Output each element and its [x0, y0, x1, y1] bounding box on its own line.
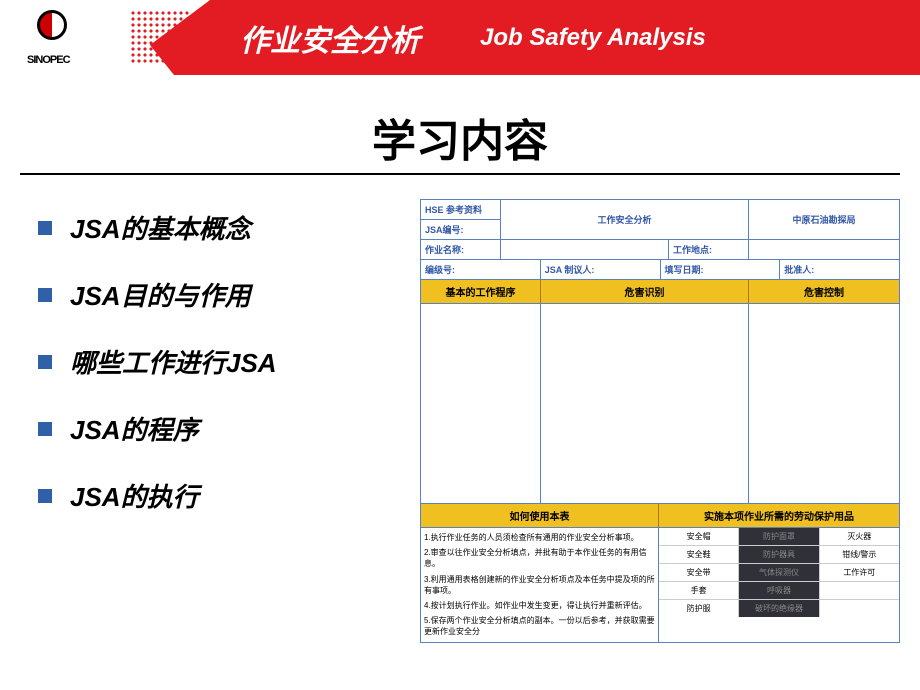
col-hazard-control: 危害控制 — [749, 280, 899, 303]
instruction-item: 1.执行作业任务的人员须检查所有通用的作业安全分析事项。 — [424, 530, 655, 545]
ppe-row: 手套 呼吸器 — [659, 582, 899, 600]
bullet-text: 哪些工作进行JSA — [70, 343, 277, 380]
footer-headers: 如何使用本表 实施本项作业所需的劳动保护用品 — [421, 504, 899, 528]
form-top-left: HSE 参考资料 JSA编号: — [421, 200, 501, 239]
table-headers: 基本的工作程序 危害识别 危害控制 — [421, 280, 899, 304]
location-value — [749, 240, 899, 259]
slide-content: 学习内容 JSA的基本概念 JSA目的与作用 哪些工作进行JSA JSA的程序 — [0, 75, 920, 643]
bullet-square-icon — [38, 422, 52, 436]
ppe-cell: 灭火器 — [820, 528, 899, 545]
body-columns: JSA的基本概念 JSA目的与作用 哪些工作进行JSA JSA的程序 JSA的执… — [20, 199, 900, 643]
ppe-cell: 工作许可 — [820, 564, 899, 581]
ppe-cell: 防护面罩 — [739, 528, 819, 545]
ppe-cell: 钳线/警示 — [820, 546, 899, 563]
list-item: JSA的程序 — [20, 410, 400, 447]
col-procedure: 基本的工作程序 — [421, 280, 541, 303]
instruction-item: 4.按计划执行作业。如作业中发生变更，得让执行并重新评估。 — [424, 598, 655, 613]
bullet-square-icon — [38, 355, 52, 369]
form-header-row: HSE 参考资料 JSA编号: 工作安全分析 中原石油勘探局 — [421, 200, 899, 240]
page-title: 学习内容 — [20, 105, 900, 169]
bullet-square-icon — [38, 221, 52, 235]
banner-title-en: Job Safety Analysis — [480, 24, 706, 52]
bullet-list: JSA的基本概念 JSA目的与作用 哪些工作进行JSA JSA的程序 JSA的执… — [20, 199, 400, 643]
list-item: JSA目的与作用 — [20, 276, 400, 313]
level-no-label: 编级号: — [421, 260, 541, 279]
form-org: 中原石油勘探局 — [749, 200, 899, 239]
bullet-text: JSA的执行 — [70, 477, 199, 514]
bullet-square-icon — [38, 489, 52, 503]
ppe-header: 实施本项作业所需的劳动保护用品 — [659, 504, 899, 527]
instruction-item: 2.审查以往作业安全分析填点，并批有助于本作业任务的有用信息。 — [424, 545, 655, 571]
ppe-row: 防护服 破坏的绝缘器 — [659, 600, 899, 617]
job-name-value — [501, 240, 669, 259]
approver-label: 批准人: — [780, 260, 899, 279]
prepared-by-label: JSA 制议人: — [541, 260, 661, 279]
form-row-jobname: 作业名称: 工作地点: — [421, 240, 899, 260]
title-underline — [20, 173, 900, 175]
ppe-cell: 防护器具 — [739, 546, 819, 563]
logo-mark-icon — [37, 10, 67, 40]
instruction-item: 3.利用通用表格创建新的作业安全分析项点及本任务中提及项的所有事项。 — [424, 572, 655, 598]
jsa-no-label: JSA编号: — [421, 220, 500, 239]
ppe-cell: 防护服 — [659, 600, 739, 617]
ppe-row: 安全帽 防护面罩 灭火器 — [659, 528, 899, 546]
jsa-form: HSE 参考资料 JSA编号: 工作安全分析 中原石油勘探局 作业名称: 工作地… — [420, 199, 900, 643]
col-hazard-id: 危害识别 — [541, 280, 749, 303]
sinopec-logo: SINOPEC — [25, 8, 85, 68]
table-col-1 — [421, 304, 541, 503]
ppe-row: 安全鞋 防护器具 钳线/警示 — [659, 546, 899, 564]
bullet-text: JSA的基本概念 — [70, 209, 251, 246]
ppe-cell: 手套 — [659, 582, 739, 599]
bullet-text: JSA的程序 — [70, 410, 199, 447]
job-name-label: 作业名称: — [421, 240, 501, 259]
bullet-square-icon — [38, 288, 52, 302]
list-item: JSA的基本概念 — [20, 209, 400, 246]
how-to-use-header: 如何使用本表 — [421, 504, 659, 527]
ppe-cell — [820, 600, 899, 617]
hse-ref-label: HSE 参考资料 — [421, 200, 500, 220]
title-banner: 作业安全分析 Job Safety Analysis — [210, 0, 920, 75]
ppe-row: 安全带 气体探测仪 工作许可 — [659, 564, 899, 582]
ppe-cell: 安全鞋 — [659, 546, 739, 563]
form-title: 工作安全分析 — [501, 200, 749, 239]
instruction-item: 5.保存两个作业安全分析填点的副本。一份以后参考，并获取需要更新作业安全分 — [424, 613, 655, 639]
ppe-cell — [820, 582, 899, 599]
list-item: JSA的执行 — [20, 477, 400, 514]
form-row-meta: 编级号: JSA 制议人: 填写日期: 批准人: — [421, 260, 899, 280]
logo-area: SINOPEC — [0, 0, 110, 75]
location-label: 工作地点: — [669, 240, 749, 259]
ppe-cell: 破坏的绝缘器 — [739, 600, 819, 617]
instructions-list: 1.执行作业任务的人员须检查所有通用的作业安全分析事项。 2.审查以往作业安全分… — [421, 528, 659, 642]
table-col-2 — [541, 304, 749, 503]
bullet-text: JSA目的与作用 — [70, 276, 251, 313]
ppe-cell: 呼吸器 — [739, 582, 819, 599]
ppe-grid: 安全帽 防护面罩 灭火器 安全鞋 防护器具 钳线/警示 安全带 气体探测仪 工作… — [659, 528, 899, 642]
table-body — [421, 304, 899, 504]
logo-text: SINOPEC — [27, 54, 70, 66]
date-label: 填写日期: — [661, 260, 781, 279]
list-item: 哪些工作进行JSA — [20, 343, 400, 380]
ppe-cell: 安全带 — [659, 564, 739, 581]
ppe-cell: 气体探测仪 — [739, 564, 819, 581]
banner-title-cn: 作业安全分析 — [240, 16, 420, 60]
table-col-3 — [749, 304, 899, 503]
slide-header: SINOPEC 作业安全分析 Job Safety Analysis — [0, 0, 920, 75]
footer-body: 1.执行作业任务的人员须检查所有通用的作业安全分析事项。 2.审查以往作业安全分… — [421, 528, 899, 642]
ppe-cell: 安全帽 — [659, 528, 739, 545]
